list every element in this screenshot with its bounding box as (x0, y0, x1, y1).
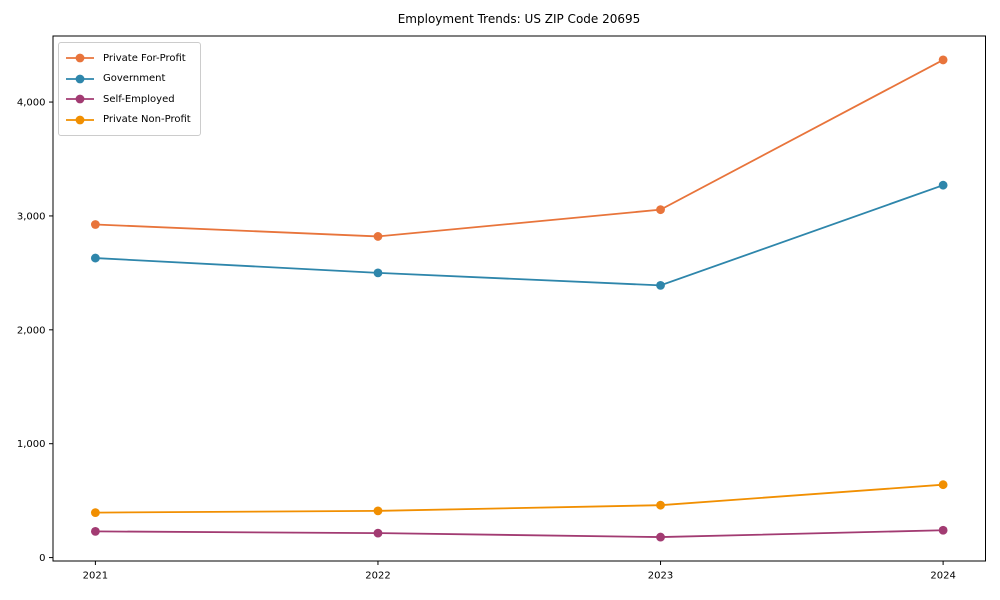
data-point-government (90, 253, 100, 263)
legend-marker-icon (66, 94, 94, 104)
series-line-government (94, 184, 945, 287)
y-tick-label: 3,000 (17, 211, 46, 222)
data-point-self-employed (90, 526, 100, 536)
series-line-self-employed (94, 529, 945, 538)
legend-label: Private For-Profit (103, 52, 186, 64)
data-point-private-non-profit (938, 480, 948, 490)
y-tick-label: 2,000 (17, 325, 46, 336)
legend-item-private-non-profit: Private Non-Profit (65, 110, 191, 131)
data-point-government (938, 180, 948, 190)
data-point-private-for-profit (938, 55, 948, 65)
data-point-private-non-profit (90, 508, 100, 517)
legend-label: Self-Employed (103, 93, 175, 105)
x-tick-label: 2021 (83, 571, 108, 582)
y-tick-label: 0 (39, 553, 45, 564)
x-tick-label: 2024 (930, 571, 955, 582)
data-point-private-non-profit (656, 500, 665, 510)
data-point-government (656, 281, 665, 290)
data-point-self-employed (938, 525, 948, 535)
series-line-private-non-profit (94, 483, 945, 514)
legend-marker-icon (66, 53, 94, 63)
plot-border (52, 35, 986, 562)
data-point-private-for-profit (373, 232, 383, 241)
y-tick-label: 1,000 (17, 439, 46, 450)
data-point-self-employed (373, 528, 383, 538)
data-point-private-non-profit (373, 506, 383, 516)
legend-label: Private Non-Profit (103, 114, 191, 126)
series-line-private-for-profit (94, 59, 945, 238)
legend-item-private-for-profit: Private For-Profit (65, 48, 191, 69)
legend-marker-icon (66, 115, 94, 125)
y-tick-label: 4,000 (17, 98, 46, 109)
legend: Private For-Profit Government Self-Employe… (58, 42, 201, 136)
data-point-private-for-profit (90, 220, 100, 229)
data-point-private-for-profit (656, 205, 665, 215)
x-tick-label: 2022 (365, 571, 390, 582)
x-tick-label: 2023 (648, 571, 673, 582)
data-point-government (373, 268, 383, 278)
data-point-self-employed (656, 532, 665, 542)
chart-title: Employment Trends: US ZIP Code 20695 (397, 12, 641, 26)
legend-label: Government (103, 73, 166, 85)
legend-item-self-employed: Self-Employed (65, 89, 191, 110)
legend-marker-icon (66, 74, 94, 84)
legend-item-government: Government (65, 69, 191, 90)
